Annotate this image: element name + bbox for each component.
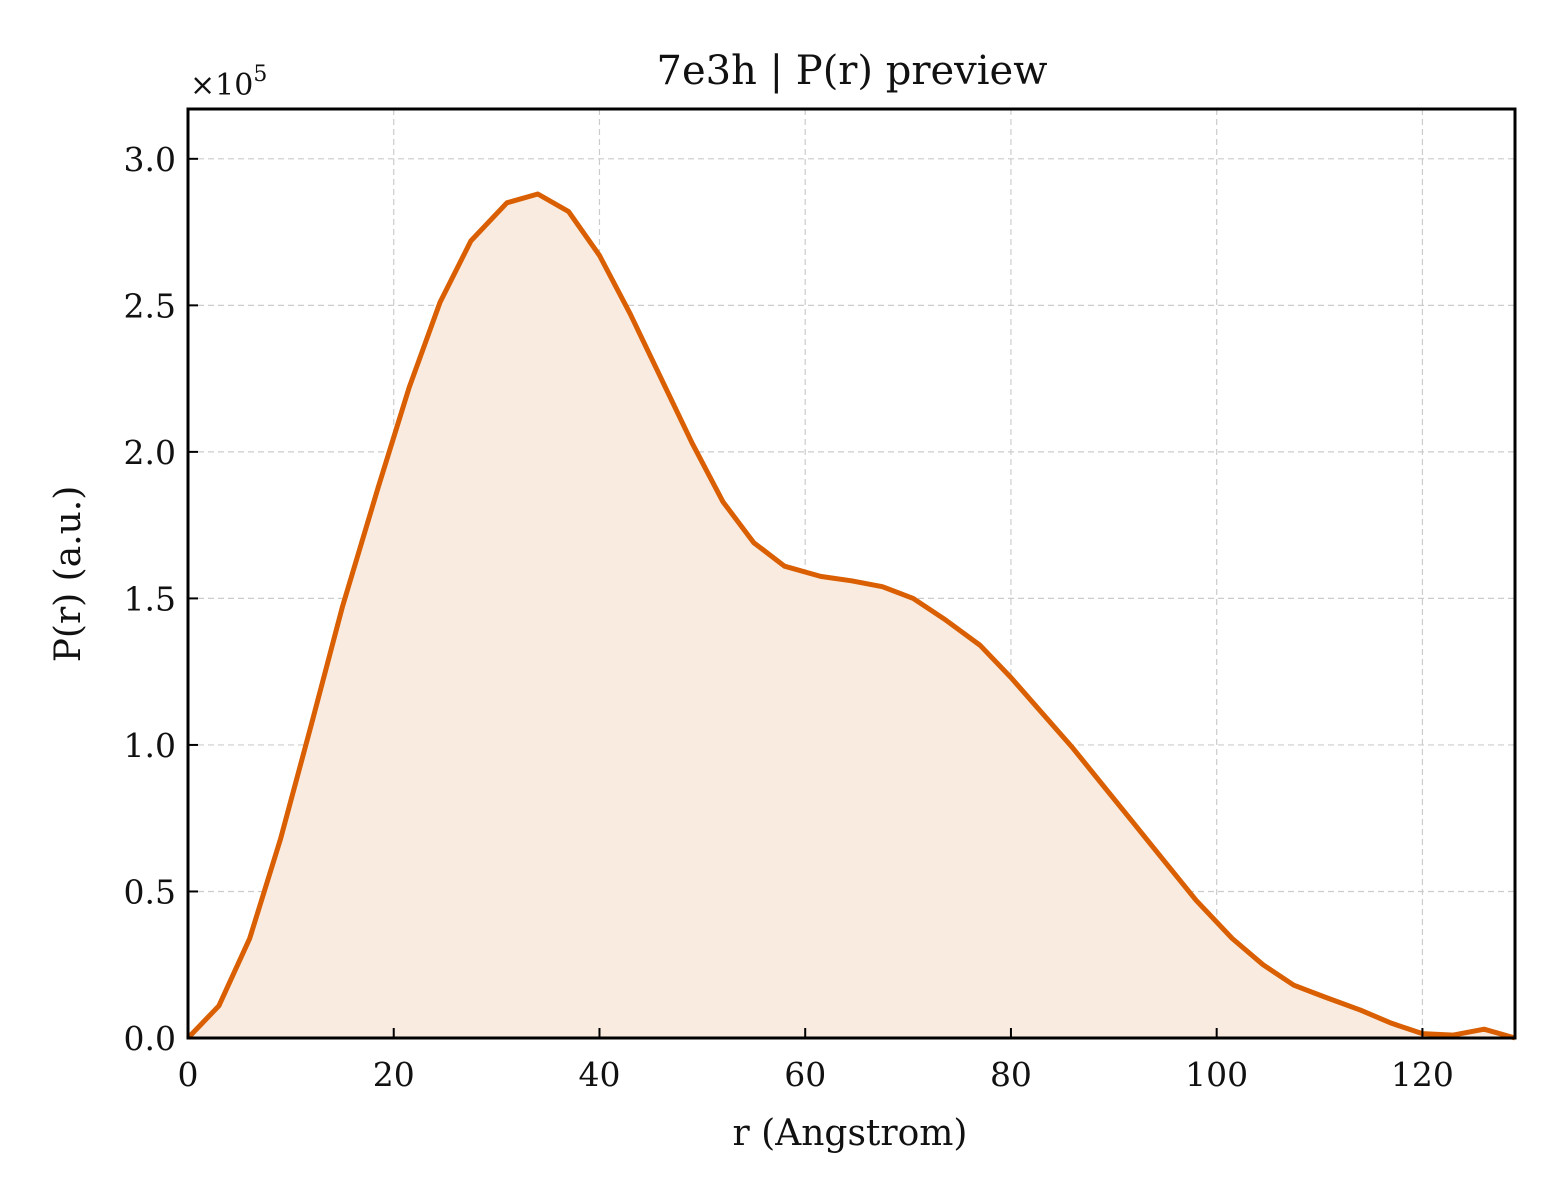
y-tick-label: 2.0 (124, 433, 176, 472)
x-tick-label: 20 (373, 1055, 415, 1094)
x-tick-labels: 0 20 40 60 80 100 120 (178, 1055, 1454, 1094)
series-line (186, 191, 1516, 1041)
y-axis-multiplier-base: ×10 (190, 68, 253, 103)
y-tick-label: 0.0 (124, 1019, 176, 1058)
x-tick-label: 120 (1391, 1055, 1454, 1094)
y-tick-label: 0.5 (124, 872, 176, 911)
y-tick-label: 1.5 (124, 579, 176, 618)
x-axis-label: r (Angstrom) (733, 1113, 968, 1154)
x-tick-label: 0 (178, 1055, 199, 1094)
y-axis-multiplier-exponent: 5 (253, 62, 267, 87)
y-tick-labels: 0.0 0.5 1.0 1.5 2.0 2.5 3.0 (124, 140, 176, 1058)
series-area-fill (188, 194, 1515, 1038)
y-tick-label: 3.0 (124, 140, 176, 179)
plot-frame (186, 107, 1517, 1040)
y-axis-multiplier: ×105 (190, 62, 267, 103)
x-tick-label: 80 (990, 1055, 1032, 1094)
y-axis-label: P(r) (a.u.) (48, 486, 89, 663)
x-tick-label: 100 (1185, 1055, 1248, 1094)
axis-ticks (187, 157, 1424, 1039)
x-tick-label: 40 (578, 1055, 620, 1094)
chart-title: 7e3h | P(r) preview (657, 48, 1048, 94)
x-tick-label: 60 (784, 1055, 826, 1094)
y-tick-label: 1.0 (124, 726, 176, 765)
y-tick-label: 2.5 (124, 286, 176, 325)
